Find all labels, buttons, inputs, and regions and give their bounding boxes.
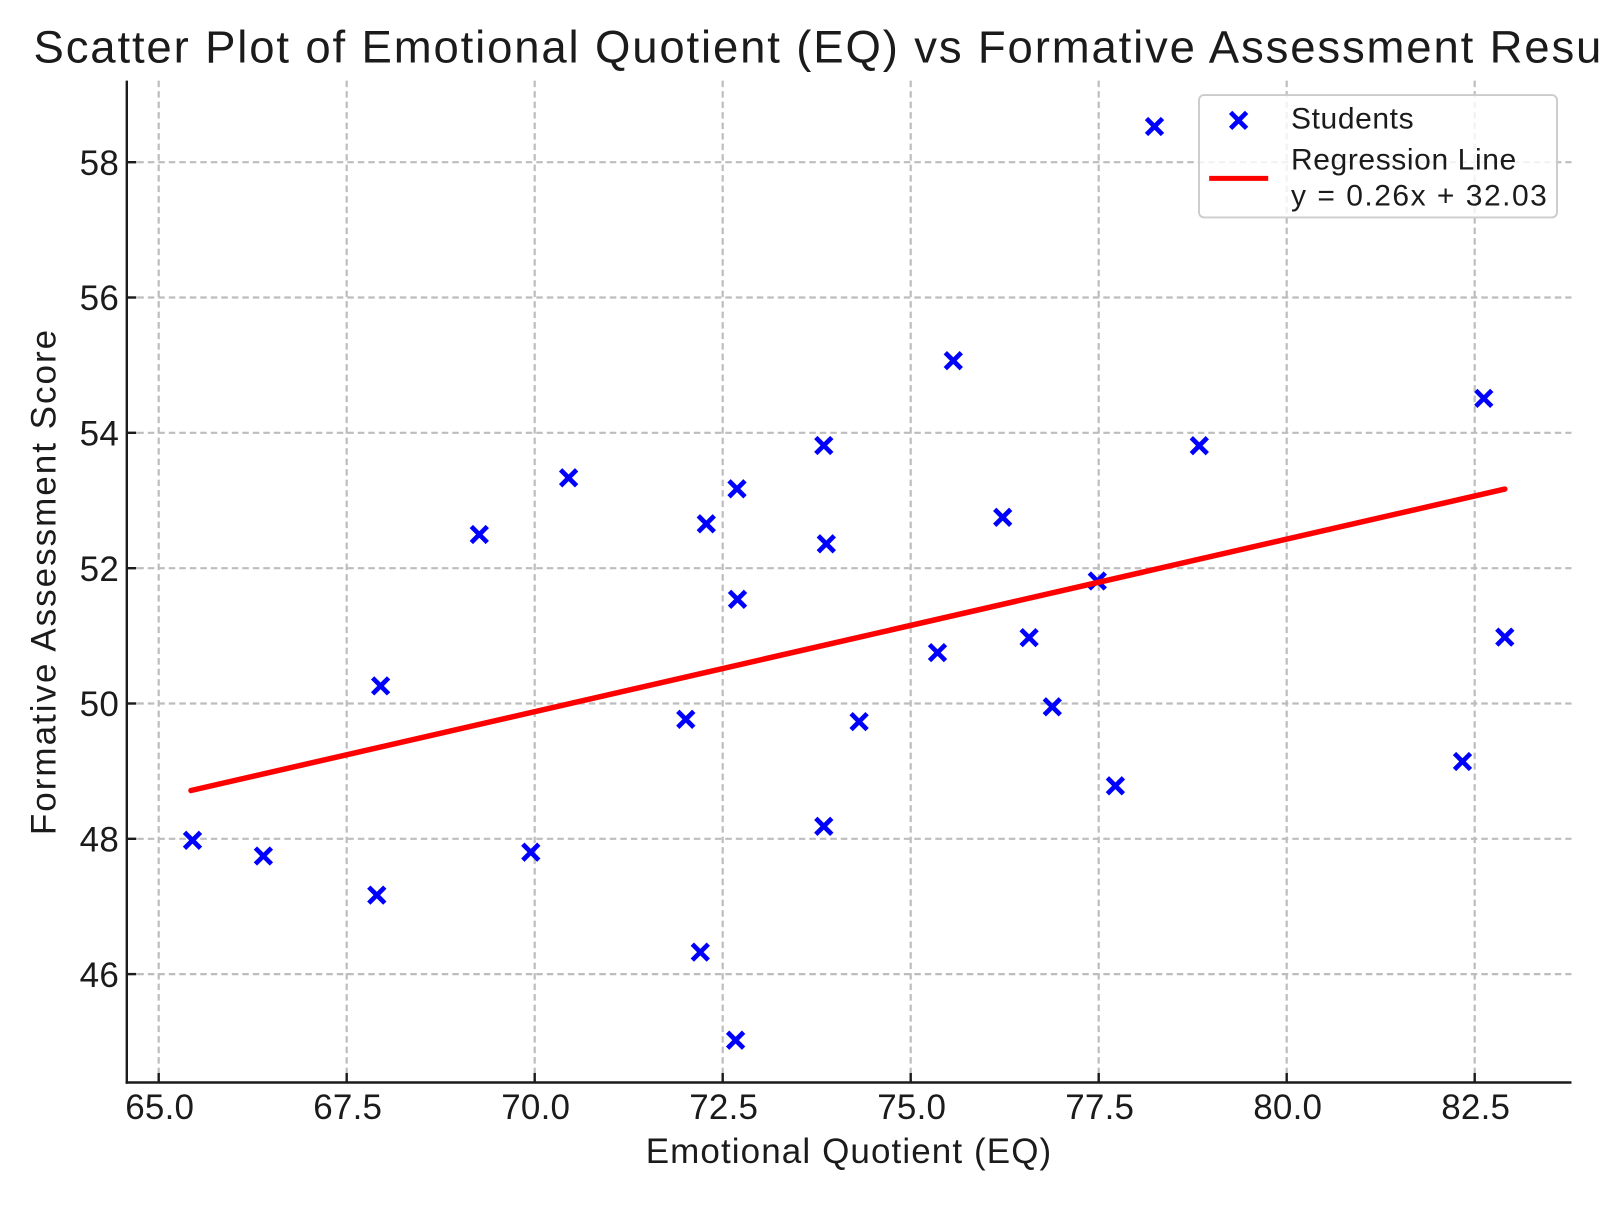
svg-text:Regression Line: Regression Line [1291,143,1517,176]
svg-text:Scatter Plot of Emotional Quot: Scatter Plot of Emotional Quotient (EQ) … [34,22,1600,73]
svg-text:82.5: 82.5 [1441,1088,1510,1127]
svg-text:54: 54 [80,415,119,454]
svg-text:48: 48 [80,821,119,860]
svg-text:70.0: 70.0 [501,1088,570,1127]
svg-text:46: 46 [80,956,119,995]
svg-text:Formative Assessment Score: Formative Assessment Score [24,328,63,835]
svg-text:Students: Students [1291,102,1414,135]
svg-text:75.0: 75.0 [877,1088,946,1127]
svg-text:52: 52 [80,550,119,589]
svg-text:50: 50 [80,685,119,724]
svg-text:67.5: 67.5 [313,1088,382,1127]
svg-text:56: 56 [80,279,119,318]
svg-text:80.0: 80.0 [1253,1088,1322,1127]
svg-text:72.5: 72.5 [689,1088,758,1127]
svg-text:58: 58 [80,144,119,183]
svg-text:65.0: 65.0 [125,1088,194,1127]
svg-text:Emotional Quotient (EQ): Emotional Quotient (EQ) [646,1132,1053,1171]
svg-text:77.5: 77.5 [1065,1088,1134,1127]
svg-text:y = 0.26x + 32.03: y = 0.26x + 32.03 [1291,179,1548,212]
